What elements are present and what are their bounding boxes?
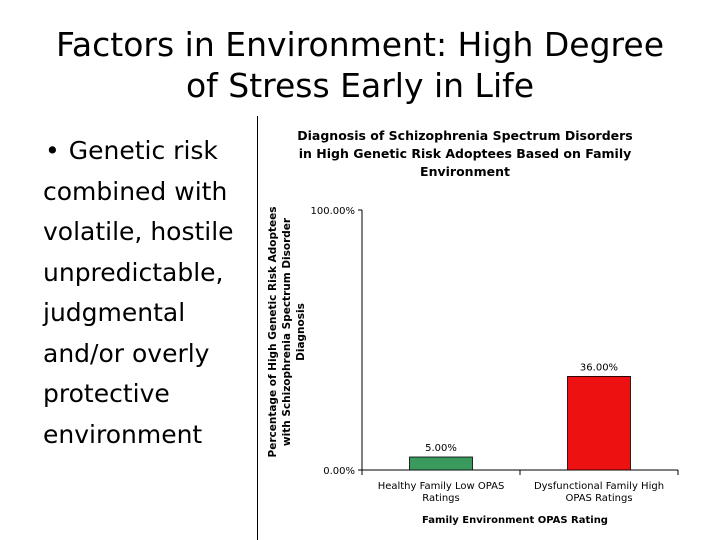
slide-title-line-1: Factors in Environment: High Degree: [55, 25, 665, 64]
data-label-1: 5.00%: [425, 443, 457, 454]
x-tick-label-1-line-1: Healthy Family Low OPAS: [378, 481, 505, 492]
bullet-marker: •: [45, 136, 60, 165]
bullet-line-3: volatile, hostile: [43, 217, 234, 246]
bar-chart: Diagnosis of Schizophrenia Spectrum Diso…: [267, 128, 679, 526]
bar-2: [567, 375, 631, 471]
bullet-line-8: environment: [43, 419, 203, 449]
chart: Diagnosis of Schizophrenia Spectrum Diso…: [258, 116, 688, 540]
slide-title: Factors in Environment: High Degree of S…: [20, 24, 700, 106]
chart-title-line-1: Diagnosis of Schizophrenia Spectrum Diso…: [297, 128, 632, 143]
bullet-line-6: and/or overly: [43, 338, 210, 368]
chart-title-line-2: in High Genetic Risk Adoptees Based on F…: [299, 146, 632, 161]
bullet-line-1: • Genetic risk: [43, 131, 258, 172]
slide-title-line-2: of Stress Early in Life: [185, 66, 535, 105]
chart-left-border: [257, 116, 258, 540]
x-axis-label: Family Environment OPAS Rating: [422, 515, 608, 526]
data-label-2: 36.00%: [580, 362, 618, 373]
bullet-line-1-text: Genetic risk: [68, 136, 218, 165]
x-tick-label-2-line-1: Dysfunctional Family High: [534, 481, 664, 492]
chart-title-line-3: Environment: [420, 164, 510, 179]
bar-1: [409, 456, 473, 471]
y-axis-label-line-2: with Schizophrenia Spectrum Disorder: [281, 217, 293, 446]
x-tick-label-1-line-2: Ratings: [422, 493, 459, 504]
y-axis-label-line-1: Percentage of High Genetic Risk Adoptees: [267, 207, 279, 458]
bullet-text: • Genetic risk combined with volatile, ho…: [43, 131, 258, 455]
x-tick-label-2-line-2: OPAS Ratings: [565, 493, 632, 504]
y-tick-label-2: 100.00%: [311, 206, 356, 217]
y-tick-label-1: 0.00%: [323, 466, 355, 477]
bullet-line-2: combined with: [43, 176, 228, 206]
bullet-line-5: judgmental: [43, 298, 186, 327]
y-axis-label-line-3: Diagnosis: [295, 303, 307, 361]
bullet-line-4: unpredictable,: [43, 257, 224, 287]
bullet-line-7: protective: [43, 379, 170, 408]
